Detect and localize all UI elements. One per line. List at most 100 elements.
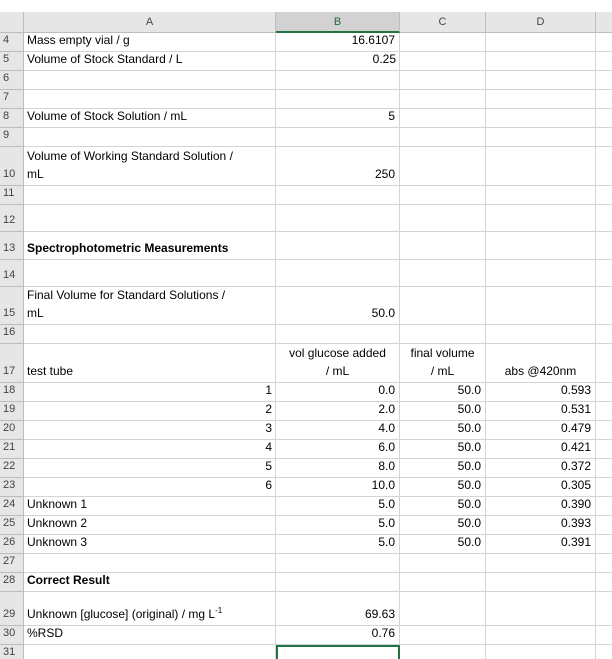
cell[interactable]: Volume of Stock Solution / mL	[24, 109, 276, 128]
cell[interactable]	[486, 71, 596, 90]
cell[interactable]: 50.0	[400, 497, 486, 516]
cell[interactable]: 6	[24, 478, 276, 497]
cell[interactable]: vol glucose added / mL	[276, 344, 400, 383]
cell[interactable]: 3	[24, 421, 276, 440]
cell[interactable]	[596, 52, 612, 71]
cell[interactable]	[486, 109, 596, 128]
cell[interactable]: 250	[276, 147, 400, 186]
row-header[interactable]: 29	[0, 592, 24, 626]
cell[interactable]	[596, 128, 612, 147]
cell[interactable]	[24, 325, 276, 344]
cell[interactable]: 0.390	[486, 497, 596, 516]
cell[interactable]	[400, 626, 486, 645]
cell[interactable]	[486, 573, 596, 592]
cell[interactable]	[596, 459, 612, 478]
cell[interactable]: 50.0	[400, 383, 486, 402]
cell[interactable]: 0.593	[486, 383, 596, 402]
column-header[interactable]: C	[400, 12, 486, 33]
cell[interactable]	[276, 205, 400, 232]
cell[interactable]	[596, 325, 612, 344]
cell[interactable]: test tube	[24, 344, 276, 383]
cell[interactable]: 0.531	[486, 402, 596, 421]
cell[interactable]	[596, 109, 612, 128]
cell[interactable]	[400, 287, 486, 325]
cell[interactable]	[400, 205, 486, 232]
cell[interactable]	[276, 573, 400, 592]
row-header[interactable]: 18	[0, 383, 24, 402]
cell[interactable]	[400, 52, 486, 71]
cell[interactable]	[486, 232, 596, 260]
cell[interactable]	[400, 554, 486, 573]
cell[interactable]	[596, 186, 612, 205]
row-header[interactable]: 21	[0, 440, 24, 459]
cell[interactable]	[400, 645, 486, 659]
row-header[interactable]: 11	[0, 186, 24, 205]
cell[interactable]	[596, 287, 612, 325]
cell[interactable]: 5.0	[276, 516, 400, 535]
cell[interactable]	[24, 554, 276, 573]
cell[interactable]: 50.0	[400, 535, 486, 554]
cell[interactable]	[486, 205, 596, 232]
cell[interactable]	[596, 478, 612, 497]
row-header[interactable]: 13	[0, 232, 24, 260]
cell[interactable]	[276, 232, 400, 260]
cell[interactable]	[400, 90, 486, 109]
cell[interactable]: 8.0	[276, 459, 400, 478]
cell[interactable]: 50.0	[400, 478, 486, 497]
row-header[interactable]: 31	[0, 645, 24, 659]
cell[interactable]	[596, 645, 612, 659]
cell[interactable]: 4.0	[276, 421, 400, 440]
cell[interactable]	[596, 592, 612, 626]
cell[interactable]	[486, 592, 596, 626]
cell[interactable]	[486, 186, 596, 205]
row-header[interactable]: 7	[0, 90, 24, 109]
row-header[interactable]: 25	[0, 516, 24, 535]
column-header[interactable]: D	[486, 12, 596, 33]
cell[interactable]	[486, 52, 596, 71]
cell[interactable]	[596, 33, 612, 52]
cell[interactable]: 0.0	[276, 383, 400, 402]
cell[interactable]	[400, 186, 486, 205]
cell[interactable]: Mass empty vial / g	[24, 33, 276, 52]
row-header[interactable]: 24	[0, 497, 24, 516]
row-header[interactable]: 8	[0, 109, 24, 128]
cell[interactable]	[486, 147, 596, 186]
cell[interactable]: %RSD	[24, 626, 276, 645]
cell[interactable]: 0.25	[276, 52, 400, 71]
column-header[interactable]	[596, 12, 612, 33]
cell[interactable]: 50.0	[400, 516, 486, 535]
cell[interactable]: final volume / mL	[400, 344, 486, 383]
cell[interactable]	[24, 128, 276, 147]
cell[interactable]: Unknown 1	[24, 497, 276, 516]
cell[interactable]: 50.0	[400, 421, 486, 440]
cell[interactable]: Volume of Working Standard Solution / mL	[24, 147, 276, 186]
cell[interactable]	[276, 260, 400, 287]
cell[interactable]	[24, 186, 276, 205]
cell[interactable]	[596, 573, 612, 592]
cell[interactable]	[596, 232, 612, 260]
cell[interactable]	[596, 90, 612, 109]
cell[interactable]	[400, 128, 486, 147]
cell[interactable]: 5.0	[276, 497, 400, 516]
column-header[interactable]: A	[24, 12, 276, 33]
column-header[interactable]: B	[276, 12, 400, 33]
cell[interactable]	[486, 554, 596, 573]
cell[interactable]: 16.6107	[276, 33, 400, 52]
cell[interactable]	[276, 554, 400, 573]
cell[interactable]: abs @420nm	[486, 344, 596, 383]
cell[interactable]: Final Volume for Standard Solutions / mL	[24, 287, 276, 325]
cell[interactable]	[596, 147, 612, 186]
cell[interactable]	[486, 90, 596, 109]
cell[interactable]	[400, 147, 486, 186]
cell[interactable]	[486, 645, 596, 659]
cell[interactable]: 0.305	[486, 478, 596, 497]
cell[interactable]: Unknown [glucose] (original) / mg L-1	[24, 592, 276, 626]
cell[interactable]	[596, 626, 612, 645]
cell[interactable]: 0.393	[486, 516, 596, 535]
cell[interactable]: 10.0	[276, 478, 400, 497]
cell[interactable]	[596, 205, 612, 232]
cell[interactable]	[24, 90, 276, 109]
cell[interactable]	[276, 128, 400, 147]
cell[interactable]	[276, 186, 400, 205]
cell[interactable]	[596, 516, 612, 535]
